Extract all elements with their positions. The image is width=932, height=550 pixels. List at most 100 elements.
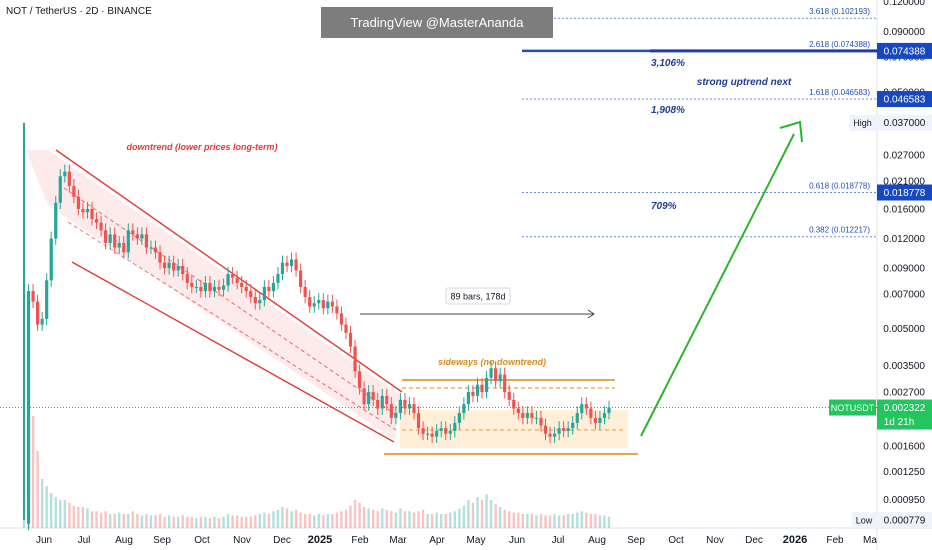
x-tick-label: Nov (706, 535, 724, 546)
volume-bar (204, 516, 207, 528)
candle-body (108, 234, 112, 243)
volume-bar (458, 508, 461, 528)
x-tick-label: Jun (509, 535, 525, 546)
candle-body (507, 392, 511, 400)
volume-bar (290, 511, 293, 528)
watermark: TradingView @MasterAnanda (321, 7, 553, 38)
y-tick-label: 0.016000 (883, 204, 925, 215)
volume-bar (68, 502, 71, 528)
volume-bar (471, 502, 475, 528)
candle-body (203, 282, 207, 292)
volume-bar (467, 500, 470, 528)
x-tick-label: 2026 (783, 534, 807, 546)
volume-bar (539, 514, 543, 528)
volume-bar (371, 509, 375, 528)
volume-bar (54, 497, 57, 528)
x-tick-label: Sep (627, 535, 645, 546)
volume-bar (485, 494, 488, 528)
volume-bar (426, 514, 429, 528)
candle-body (149, 247, 153, 249)
candle-body (462, 404, 466, 414)
bars-range-box (445, 287, 511, 305)
volume-bar (77, 507, 80, 528)
candle-body (539, 417, 543, 426)
candle-body (172, 262, 176, 271)
time-axis[interactable]: Jun Jul Aug Sep Oct Nov Dec 2025 Feb Mar Apr May Jun… (36, 534, 877, 546)
volume-bar (108, 514, 112, 528)
candle-body (525, 413, 529, 418)
volume-bar (530, 514, 534, 528)
candle-body (494, 368, 498, 382)
candle-body (289, 259, 294, 266)
volume-bar (381, 508, 384, 528)
candle-body (312, 303, 316, 307)
candle-body (72, 186, 76, 197)
downtrend-label: downtrend (lower prices long-term) (126, 142, 277, 152)
candle-body (593, 417, 597, 423)
target-price-text: 0.018778 (884, 188, 926, 199)
x-tick-label: Jun (36, 535, 52, 546)
candle-body (190, 282, 194, 287)
candle-body (162, 262, 167, 269)
volume-bar (508, 511, 511, 528)
candle-body (90, 208, 94, 220)
volume-bar (580, 511, 583, 528)
volume-bar (90, 511, 94, 528)
volume-bar (430, 514, 434, 528)
candle-body (167, 262, 171, 269)
symbol-title[interactable]: NOT / TetherUS · 2D · BINANCE (6, 6, 152, 17)
candle-body (308, 297, 312, 307)
volume-bar (50, 493, 53, 528)
fib-label: 2.618 (0.074388) (809, 40, 870, 49)
volume-bar (213, 516, 216, 528)
volume-bar (399, 508, 402, 528)
volume-bar (494, 504, 497, 528)
volume-bar (335, 512, 339, 528)
channel-mid-line (63, 187, 399, 417)
candle-body (421, 428, 425, 434)
y-tick-label: 0.009000 (883, 264, 925, 275)
volume-bar (240, 516, 243, 528)
low-value-bg (877, 511, 932, 528)
volume-bar (222, 516, 225, 528)
candle-body (212, 286, 217, 292)
x-tick-label: Ma (863, 535, 877, 546)
candle-body (444, 428, 448, 434)
candle-body (208, 282, 212, 292)
volume-bars (22, 395, 611, 528)
candles (23, 122, 611, 531)
channel-mid-line-2 (67, 221, 397, 431)
candle-body (394, 413, 398, 418)
candle-body (571, 422, 575, 429)
sideways-range-fill (400, 410, 628, 448)
volume-bar (353, 500, 357, 528)
volume-bar (40, 479, 44, 528)
volume-bar (308, 514, 311, 528)
candle-body (566, 428, 570, 431)
volume-bar (331, 514, 334, 528)
volume-bar (81, 507, 85, 528)
y-tick-label: 0.005000 (883, 324, 925, 335)
pct-709-label: 709% (651, 201, 677, 212)
y-tick-label: 0.001600 (883, 441, 925, 452)
y-tick-label: 0.000950 (883, 495, 925, 506)
volume-bar (544, 515, 547, 528)
volume-bar (408, 511, 411, 528)
volume-bar (603, 515, 606, 528)
volume-bar (104, 511, 107, 528)
candle-body (253, 297, 257, 304)
price-axis[interactable]: 0.1200000.0900000.0700000.0500000.027000… (829, 0, 932, 528)
candle-body (448, 430, 452, 434)
volume-bar (313, 515, 316, 528)
volume-bar (303, 514, 307, 528)
volume-bar (385, 509, 388, 528)
candle-body (176, 265, 180, 271)
volume-bar (281, 507, 284, 528)
volume-bar (462, 505, 466, 528)
volume-bar (176, 516, 180, 528)
candle-body (584, 404, 588, 409)
volume-bar (294, 509, 298, 528)
current-price-tag: NOTUSDT 0.002322 1d 21h (829, 399, 932, 430)
